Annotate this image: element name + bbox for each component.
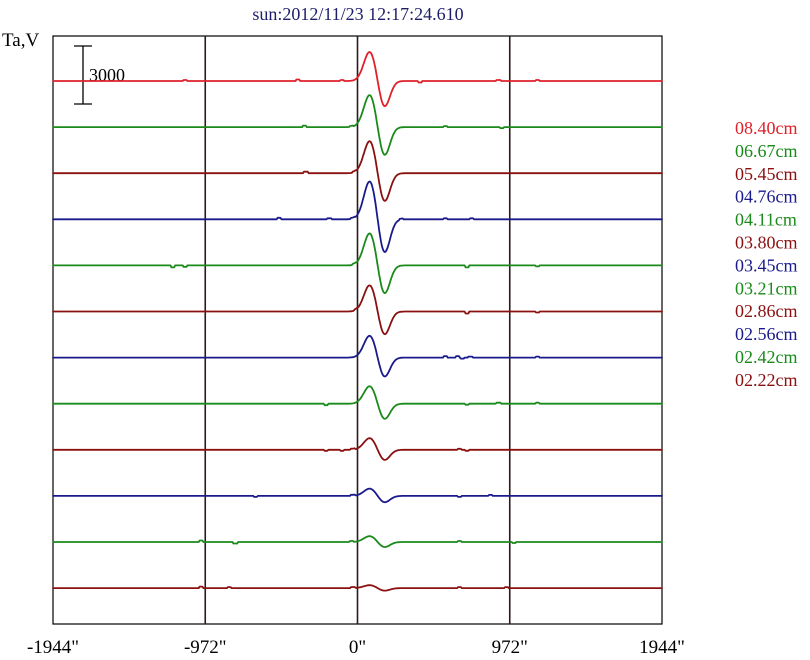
legend-entry-04.76cm: 04.76cm [735, 187, 798, 207]
legend-entry-02.86cm: 02.86cm [735, 301, 798, 321]
trace-08.40cm [52, 51, 663, 108]
trace-02.86cm [52, 437, 663, 461]
traces [52, 51, 663, 592]
chart-title: sun:2012/11/23 12:17:24.610 [252, 4, 463, 24]
trace-02.56cm [52, 487, 663, 504]
trace-03.21cm [52, 385, 663, 420]
legend-entry-02.42cm: 02.42cm [735, 347, 798, 367]
x-tick-labels: -1944" -972" 0" 972" 1944" [27, 637, 685, 658]
trace-05.45cm [52, 140, 663, 202]
vertical-gridlines [204, 36, 511, 624]
x-tick-label-1: -972" [184, 637, 227, 658]
trace-04.76cm [52, 180, 663, 253]
scale-bar-label: 3000 [89, 65, 125, 85]
legend-entry-02.22cm: 02.22cm [735, 370, 798, 390]
legend-entry-02.56cm: 02.56cm [735, 324, 798, 344]
trace-03.45cm [52, 334, 663, 378]
legend: 08.40cm 06.67cm 05.45cm 04.76cm 04.11cm 03.80… [735, 118, 798, 390]
legend-entry-03.80cm: 03.80cm [735, 233, 798, 253]
trace-06.67cm [52, 94, 663, 156]
legend-entry-03.21cm: 03.21cm [735, 278, 798, 298]
y-axis-label: Ta,V [2, 30, 39, 51]
trace-02.22cm [52, 584, 663, 592]
legend-entry-05.45cm: 05.45cm [735, 164, 798, 184]
scale-bar: 3000 [74, 45, 125, 105]
x-tick-label-0: -1944" [27, 637, 79, 658]
x-tick-label-3: 972" [492, 637, 528, 658]
legend-entry-04.11cm: 04.11cm [735, 210, 797, 230]
legend-entry-08.40cm: 08.40cm [735, 118, 798, 138]
legend-entry-06.67cm: 06.67cm [735, 141, 798, 161]
x-tick-label-2: 0" [349, 637, 366, 658]
trace-02.42cm [52, 535, 663, 548]
trace-03.80cm [52, 284, 663, 336]
trace-04.11cm [52, 232, 663, 294]
legend-entry-03.45cm: 03.45cm [735, 255, 798, 275]
x-tick-label-4: 1944" [639, 637, 685, 658]
